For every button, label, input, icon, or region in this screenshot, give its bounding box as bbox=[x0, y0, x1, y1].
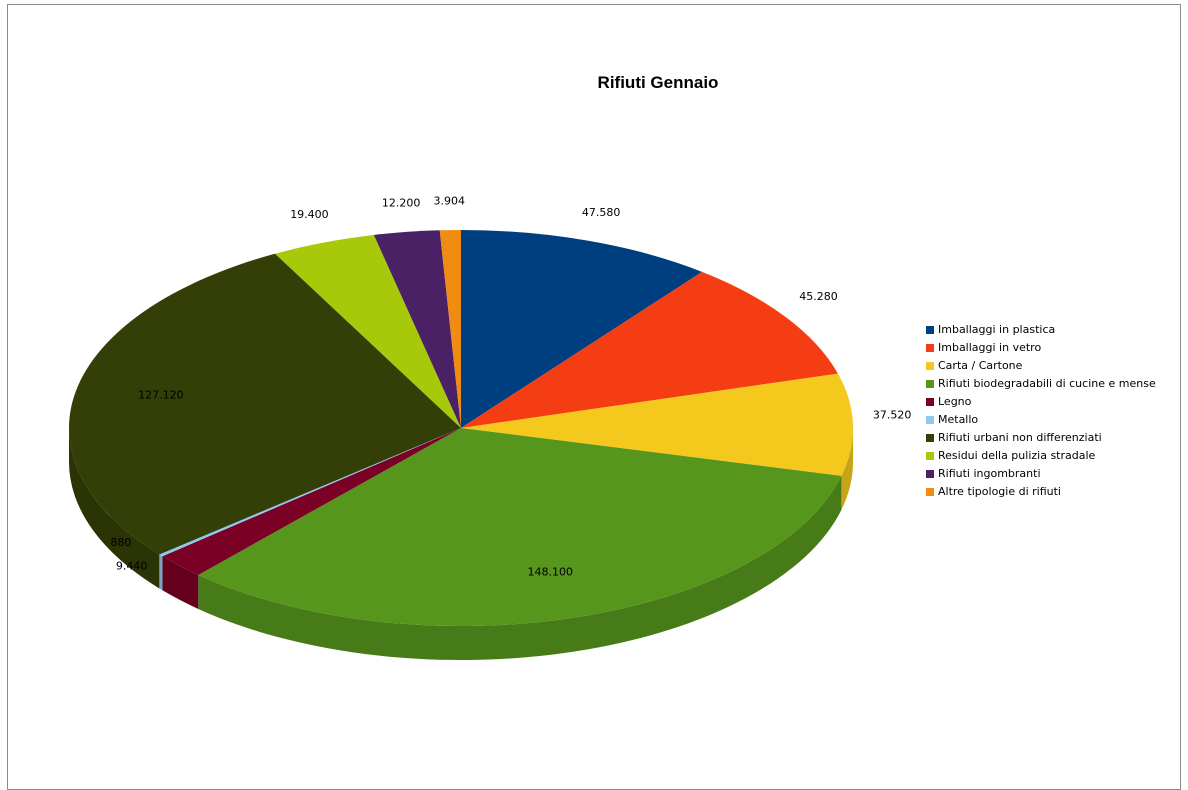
legend-item: Legno bbox=[926, 395, 1156, 408]
pie-value-label-6: 127.120 bbox=[138, 389, 184, 402]
pie-slice-9 bbox=[439, 230, 461, 428]
legend-swatch bbox=[926, 344, 934, 352]
pie-slice-0 bbox=[461, 230, 703, 428]
legend-item: Rifiuti ingombranti bbox=[926, 467, 1156, 480]
legend-label: Imballaggi in vetro bbox=[938, 341, 1042, 354]
legend-label: Carta / Cartone bbox=[938, 359, 1023, 372]
legend-label: Metallo bbox=[938, 413, 979, 426]
legend-item: Imballaggi in plastica bbox=[926, 323, 1156, 336]
legend-swatch bbox=[926, 434, 934, 442]
pie-value-label-4: 9.440 bbox=[116, 560, 148, 573]
pie-value-label-8: 12.200 bbox=[382, 196, 421, 209]
legend-item: Altre tipologie di rifiuti bbox=[926, 485, 1156, 498]
chart-title: Rifiuti Gennaio bbox=[597, 73, 719, 92]
legend-swatch bbox=[926, 362, 934, 370]
legend-item: Metallo bbox=[926, 413, 1156, 426]
pie-slice-4 bbox=[162, 428, 461, 575]
pie-side-6 bbox=[69, 428, 160, 589]
legend-item: Rifiuti urbani non differenziati bbox=[926, 431, 1156, 444]
pie-side-3 bbox=[198, 475, 842, 660]
pie-slice-2 bbox=[461, 373, 853, 476]
pie-side-walls bbox=[69, 428, 853, 660]
pie-side-4 bbox=[162, 556, 199, 609]
pie-value-label-1: 45.280 bbox=[799, 290, 838, 303]
legend-item: Imballaggi in vetro bbox=[926, 341, 1156, 354]
legend-label: Altre tipologie di rifiuti bbox=[938, 485, 1061, 498]
legend-item: Residui della pulizia stradale bbox=[926, 449, 1156, 462]
legend-item: Rifiuti biodegradabili di cucine e mense bbox=[926, 377, 1156, 390]
legend-label: Rifiuti urbani non differenziati bbox=[938, 431, 1102, 444]
pie-slice-5 bbox=[159, 428, 461, 557]
pie-side-5 bbox=[159, 554, 163, 591]
legend-swatch bbox=[926, 488, 934, 496]
legend-label: Residui della pulizia stradale bbox=[938, 449, 1096, 462]
pie-value-labels: 47.580 45.280 37.520 148.100 9.440 880 127.120… bbox=[110, 194, 911, 578]
legend-swatch bbox=[926, 416, 934, 424]
chart-legend: Imballaggi in plastica Imballaggi in vetr… bbox=[926, 323, 1156, 503]
legend-swatch bbox=[926, 380, 934, 388]
legend-label: Rifiuti ingombranti bbox=[938, 467, 1041, 480]
legend-swatch bbox=[926, 398, 934, 406]
pie-slice-1 bbox=[461, 271, 838, 428]
pie-value-label-3: 148.100 bbox=[528, 566, 574, 579]
pie-value-label-5: 880 bbox=[110, 536, 131, 549]
legend-swatch bbox=[926, 470, 934, 478]
pie-slices bbox=[68, 230, 853, 626]
legend-swatch bbox=[926, 326, 934, 334]
pie-value-label-0: 47.580 bbox=[582, 206, 621, 219]
pie-slice-3 bbox=[198, 428, 842, 626]
legend-swatch bbox=[926, 452, 934, 460]
pie-side-2 bbox=[841, 428, 853, 510]
pie-slice-6 bbox=[68, 253, 461, 555]
legend-label: Legno bbox=[938, 395, 972, 408]
legend-label: Imballaggi in plastica bbox=[938, 323, 1056, 336]
legend-label: Rifiuti biodegradabili di cucine e mense bbox=[938, 377, 1156, 390]
pie-value-label-7: 19.400 bbox=[290, 208, 329, 221]
pie-value-label-9: 3.904 bbox=[434, 194, 466, 207]
pie-value-label-2: 37.520 bbox=[873, 408, 912, 421]
pie-slice-7 bbox=[275, 234, 461, 428]
legend-item: Carta / Cartone bbox=[926, 359, 1156, 372]
pie-slice-8 bbox=[373, 230, 461, 428]
